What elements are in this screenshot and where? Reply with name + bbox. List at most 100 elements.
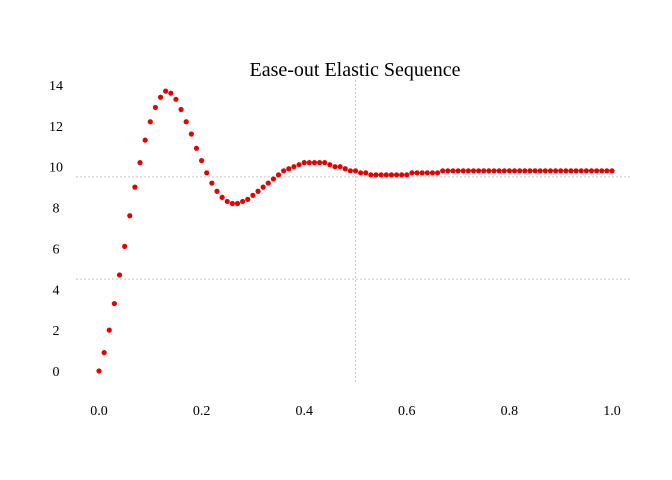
x-tick-label: 0.8	[501, 404, 519, 419]
data-point	[419, 170, 425, 176]
data-point	[476, 168, 482, 174]
data-point	[424, 170, 430, 176]
data-point	[481, 168, 487, 174]
data-point	[332, 164, 338, 170]
data-point	[429, 170, 436, 176]
x-tick-label: 0.6	[398, 404, 416, 419]
y-tick-label: 10	[49, 161, 63, 176]
data-point	[260, 184, 266, 190]
data-point	[101, 350, 107, 356]
data-point	[609, 168, 615, 174]
data-point	[111, 300, 117, 307]
data-point	[547, 168, 554, 174]
data-point	[306, 160, 312, 166]
data-point	[511, 168, 518, 174]
x-tick-label: 0.0	[90, 404, 108, 419]
data-point	[291, 164, 297, 170]
y-tick-label: 8	[53, 202, 60, 217]
data-point	[506, 168, 512, 174]
data-point	[270, 176, 277, 182]
data-point	[327, 162, 333, 168]
data-point	[224, 198, 230, 205]
data-point	[563, 168, 569, 174]
data-point	[537, 168, 543, 174]
data-point	[440, 168, 446, 174]
data-point	[127, 213, 133, 219]
data-point	[465, 168, 471, 174]
data-point	[573, 168, 579, 174]
data-point	[578, 168, 584, 174]
data-point	[337, 164, 343, 170]
data-point	[522, 168, 528, 174]
y-axis-ticks: 0 2 4 6 8 10 12 14	[49, 79, 63, 380]
data-point	[460, 168, 466, 174]
chart-title: Ease-out Elastic Sequence	[249, 59, 460, 81]
data-point	[265, 180, 271, 186]
data-point	[342, 166, 348, 172]
data-point	[542, 168, 548, 174]
data-point	[209, 180, 215, 186]
data-point	[255, 188, 261, 194]
data-point	[409, 170, 415, 176]
data-point	[286, 166, 292, 172]
data-point	[558, 168, 564, 174]
data-point	[106, 327, 112, 333]
data-point	[496, 168, 502, 174]
data-point	[552, 168, 559, 174]
data-point	[178, 106, 184, 113]
data-point	[275, 172, 282, 178]
data-point	[173, 96, 179, 102]
data-point	[532, 168, 538, 174]
data-point	[455, 168, 461, 174]
data-point	[527, 168, 533, 174]
data-point	[352, 168, 359, 174]
data-point	[137, 160, 143, 166]
data-point	[163, 88, 169, 94]
data-point	[281, 168, 287, 174]
data-point	[594, 168, 600, 174]
x-tick-label: 1.0	[603, 404, 621, 419]
data-point	[311, 160, 318, 166]
data-point	[491, 168, 497, 174]
data-point	[188, 131, 194, 137]
data-point	[434, 170, 441, 176]
data-point	[470, 168, 477, 174]
data-point	[296, 162, 302, 168]
data-point	[96, 368, 102, 374]
data-point	[204, 170, 210, 176]
data-point	[316, 160, 323, 166]
y-tick-label: 4	[53, 283, 60, 298]
data-point	[234, 200, 241, 207]
data-point	[152, 104, 159, 111]
y-tick-label: 2	[53, 324, 60, 339]
data-point	[404, 172, 410, 178]
data-point	[122, 243, 128, 249]
data-point	[393, 172, 400, 178]
data-point	[388, 172, 395, 178]
data-point	[199, 157, 205, 164]
data-point	[250, 192, 256, 198]
data-point	[322, 160, 328, 166]
data-point	[116, 272, 123, 278]
data-point	[378, 172, 384, 178]
data-point	[363, 170, 369, 176]
data-points	[96, 88, 615, 374]
data-point	[588, 168, 595, 174]
data-point	[368, 172, 374, 178]
y-tick-label: 14	[49, 79, 63, 94]
y-tick-label: 6	[53, 242, 60, 257]
x-tick-label: 0.2	[193, 404, 211, 419]
data-point	[501, 168, 507, 174]
data-point	[583, 168, 589, 174]
data-point	[183, 119, 189, 125]
data-point	[450, 168, 456, 174]
data-point	[219, 194, 225, 200]
data-point	[301, 160, 307, 166]
x-axis-ticks: 0.0 0.2 0.4 0.6 0.8 1.0	[90, 404, 621, 419]
data-point	[147, 119, 153, 125]
data-point	[132, 184, 138, 190]
data-point	[214, 188, 220, 194]
y-tick-label: 0	[53, 365, 60, 380]
data-point	[157, 94, 164, 100]
